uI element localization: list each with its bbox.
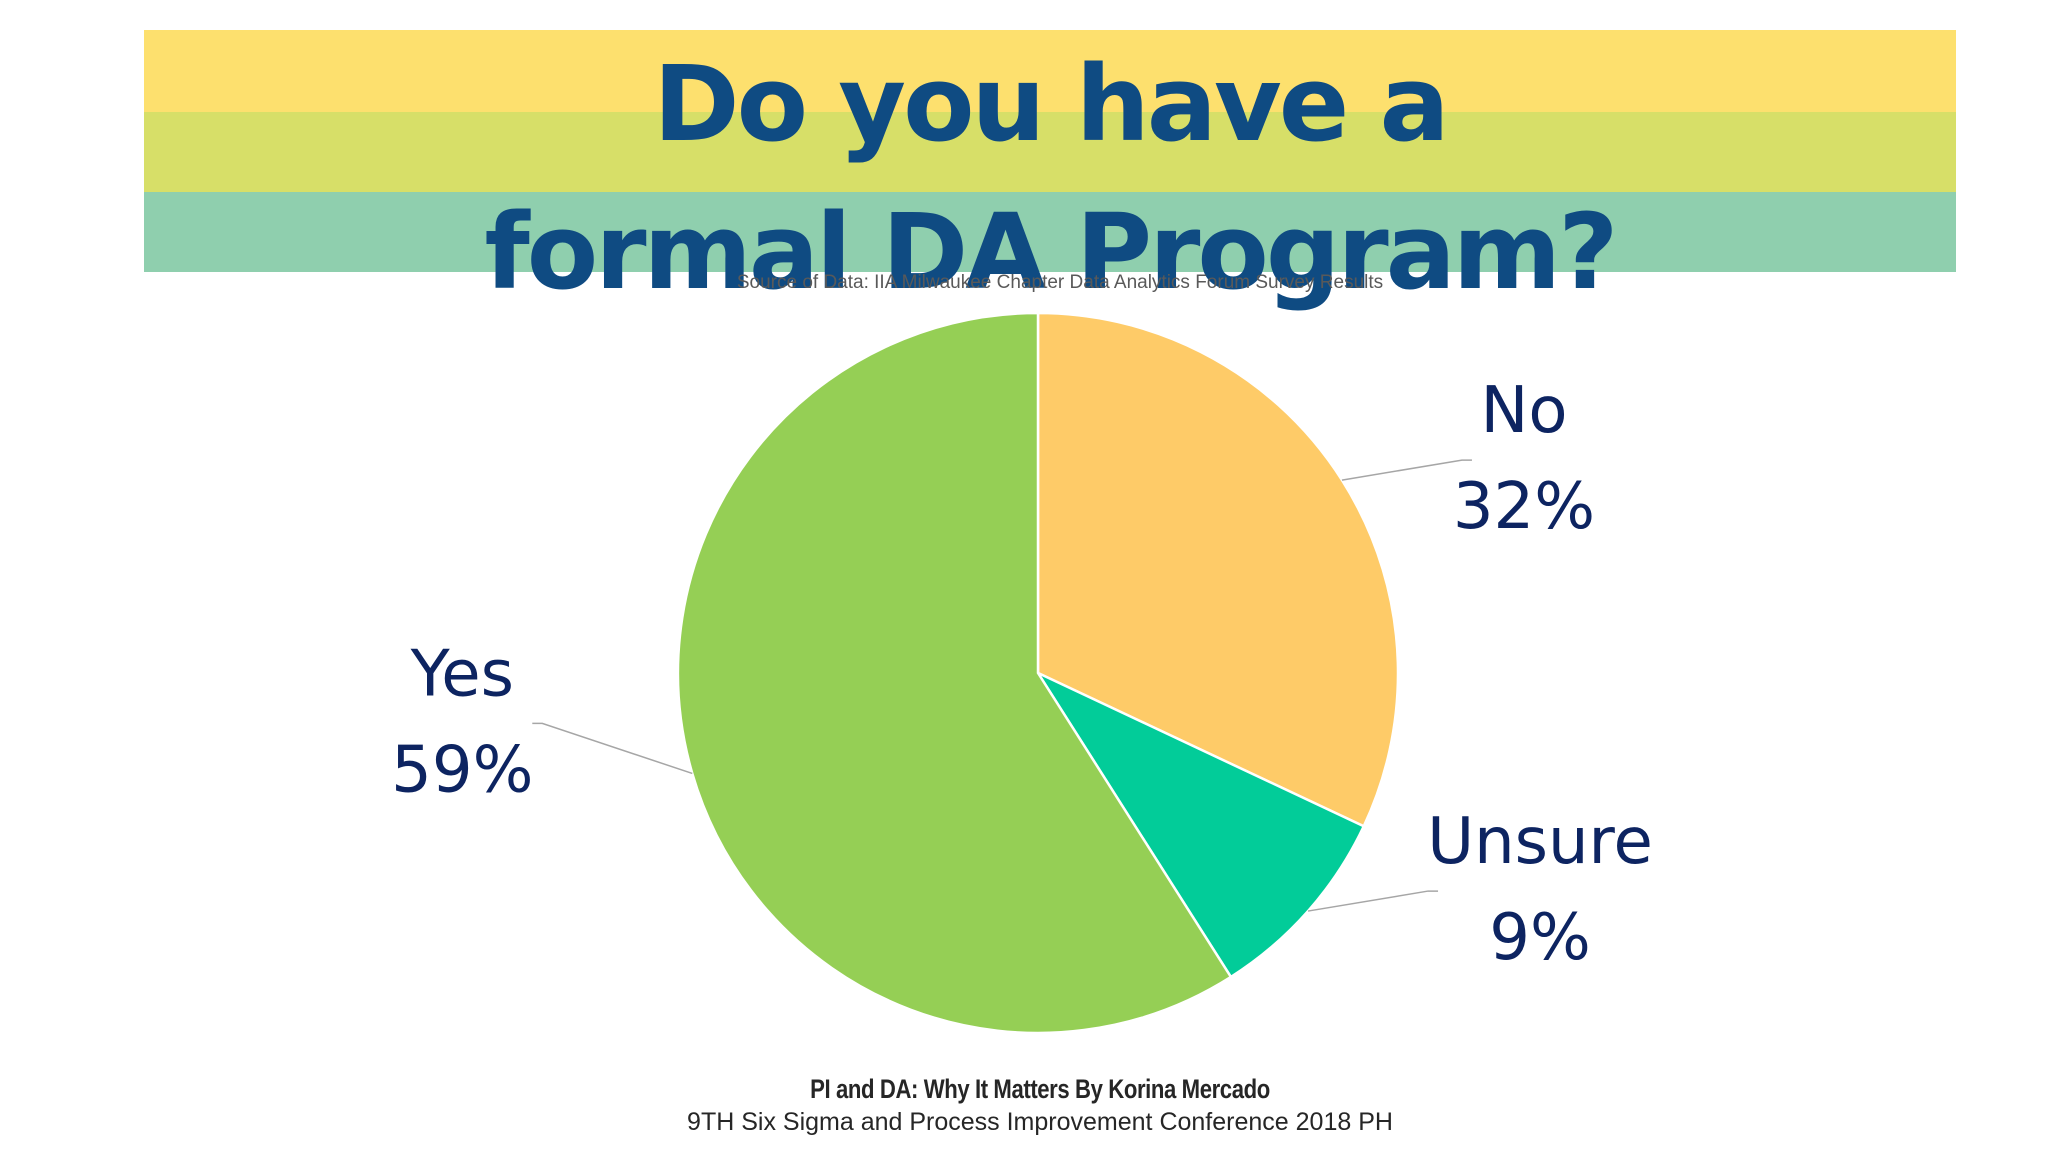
leader-line-no [1341, 459, 1472, 481]
banner-band-yellow [144, 30, 1956, 112]
pie-value-unsure: 9% [1489, 901, 1591, 975]
leader-line-unsure [1307, 890, 1439, 912]
pie-labels: No 32% Unsure 9% Yes 59% [391, 374, 1653, 975]
pie-label-unsure: Unsure [1427, 805, 1653, 879]
pie-slice-yes [676, 311, 1233, 1035]
page-title-line-2: formal DA Program? [484, 191, 1619, 313]
pie-leader-lines [532, 459, 1472, 912]
title-banner: Do you have a formal DA Program? [144, 30, 1956, 304]
banner-band-lime [144, 112, 1956, 192]
pie-slices [676, 311, 1400, 1035]
footer-conference-name: 9TH Six Sigma and Process Improvement Co… [687, 1108, 1393, 1136]
data-source-note: Source of Data: IIA Milwaukee Chapter Da… [736, 272, 1384, 293]
page-title-line-1: Do you have a [653, 43, 1449, 165]
leader-line-yes [532, 722, 693, 775]
pie-slice-unsure [1034, 670, 1366, 979]
pie-value-yes: 59% [391, 733, 533, 807]
pie-label-yes: Yes [410, 637, 514, 711]
banner-band-teal [144, 192, 1956, 272]
footer-presentation-title: PI and DA: Why It Matters By Korina Merc… [810, 1074, 1270, 1104]
pie-label-no: No [1480, 374, 1567, 448]
pie-value-no: 32% [1453, 470, 1595, 544]
